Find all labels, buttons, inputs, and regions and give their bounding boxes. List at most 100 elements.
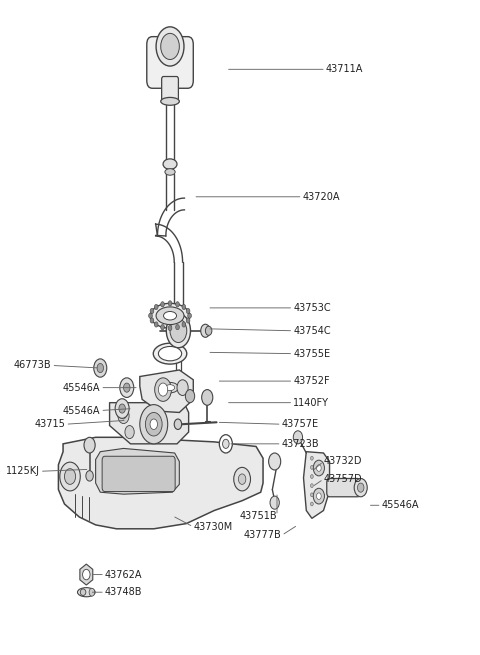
Polygon shape — [303, 452, 330, 518]
Circle shape — [185, 390, 195, 403]
Text: 43751B: 43751B — [240, 511, 277, 521]
Text: 45546A: 45546A — [63, 405, 100, 415]
Circle shape — [182, 322, 186, 327]
Circle shape — [186, 318, 190, 323]
Text: 43757D: 43757D — [324, 474, 362, 484]
Ellipse shape — [156, 307, 184, 325]
Text: 43753C: 43753C — [293, 303, 331, 313]
Circle shape — [313, 460, 324, 476]
Circle shape — [354, 479, 367, 496]
Circle shape — [150, 318, 154, 323]
Circle shape — [176, 302, 180, 307]
Circle shape — [119, 404, 125, 413]
Text: 43757E: 43757E — [282, 419, 319, 429]
Circle shape — [311, 483, 313, 487]
Text: 43711A: 43711A — [326, 64, 363, 74]
Ellipse shape — [156, 379, 184, 397]
Circle shape — [140, 405, 168, 444]
Circle shape — [311, 475, 313, 479]
Polygon shape — [96, 449, 180, 494]
Text: 45546A: 45546A — [382, 500, 419, 510]
Text: 1125KJ: 1125KJ — [6, 466, 40, 476]
Circle shape — [270, 496, 279, 509]
Circle shape — [155, 305, 158, 310]
Polygon shape — [109, 403, 189, 444]
Circle shape — [161, 324, 165, 329]
Circle shape — [313, 488, 324, 504]
Text: 43715: 43715 — [35, 419, 65, 429]
Ellipse shape — [77, 588, 95, 597]
Circle shape — [118, 408, 129, 424]
Circle shape — [125, 426, 134, 439]
Ellipse shape — [161, 98, 180, 105]
Circle shape — [158, 383, 168, 396]
Circle shape — [84, 438, 95, 453]
Circle shape — [311, 457, 313, 460]
Circle shape — [161, 33, 180, 60]
Circle shape — [123, 383, 130, 392]
Circle shape — [150, 309, 154, 314]
Circle shape — [60, 462, 80, 491]
Ellipse shape — [151, 303, 190, 328]
Text: 43755E: 43755E — [293, 348, 330, 359]
Text: 43730M: 43730M — [193, 522, 232, 532]
Polygon shape — [59, 438, 263, 529]
Text: 43720A: 43720A — [302, 192, 340, 202]
Circle shape — [316, 493, 321, 499]
Circle shape — [145, 413, 162, 436]
Circle shape — [219, 435, 232, 453]
Circle shape — [201, 324, 210, 337]
Circle shape — [182, 305, 186, 310]
FancyBboxPatch shape — [162, 77, 179, 102]
Ellipse shape — [158, 346, 181, 361]
Text: 43752F: 43752F — [293, 376, 330, 386]
FancyBboxPatch shape — [147, 37, 193, 88]
Circle shape — [155, 322, 158, 327]
Ellipse shape — [162, 383, 179, 393]
Ellipse shape — [166, 384, 175, 390]
Text: 46773B: 46773B — [14, 360, 51, 371]
Ellipse shape — [165, 169, 175, 175]
Circle shape — [223, 440, 229, 449]
Circle shape — [188, 313, 192, 318]
Circle shape — [64, 469, 76, 484]
Circle shape — [121, 413, 126, 419]
Circle shape — [94, 359, 107, 377]
Circle shape — [150, 419, 157, 430]
Circle shape — [97, 364, 104, 373]
Circle shape — [176, 324, 180, 329]
Circle shape — [174, 419, 181, 430]
Circle shape — [234, 468, 251, 491]
Text: 45546A: 45546A — [63, 383, 100, 392]
Text: 43748B: 43748B — [105, 588, 143, 597]
Circle shape — [311, 493, 313, 496]
Ellipse shape — [164, 312, 177, 320]
Circle shape — [89, 588, 95, 596]
Circle shape — [149, 313, 152, 318]
FancyBboxPatch shape — [327, 479, 360, 496]
Ellipse shape — [153, 343, 187, 364]
Polygon shape — [80, 564, 93, 585]
Circle shape — [177, 380, 188, 396]
Circle shape — [311, 466, 313, 470]
Text: 1140FY: 1140FY — [293, 398, 329, 407]
Circle shape — [166, 314, 191, 348]
Circle shape — [311, 502, 313, 506]
Circle shape — [120, 378, 134, 398]
Circle shape — [170, 319, 187, 343]
Circle shape — [86, 471, 93, 481]
Circle shape — [155, 378, 171, 402]
Text: 43732D: 43732D — [324, 457, 362, 466]
Circle shape — [186, 309, 190, 314]
Polygon shape — [140, 370, 193, 413]
Circle shape — [239, 474, 246, 484]
Circle shape — [316, 465, 321, 472]
Circle shape — [168, 326, 172, 331]
Circle shape — [293, 431, 302, 444]
Text: 43723B: 43723B — [282, 439, 319, 449]
Circle shape — [269, 453, 281, 470]
Circle shape — [161, 302, 165, 307]
Text: 43754C: 43754C — [293, 326, 331, 336]
Text: 43777B: 43777B — [244, 531, 282, 540]
Ellipse shape — [80, 589, 86, 595]
